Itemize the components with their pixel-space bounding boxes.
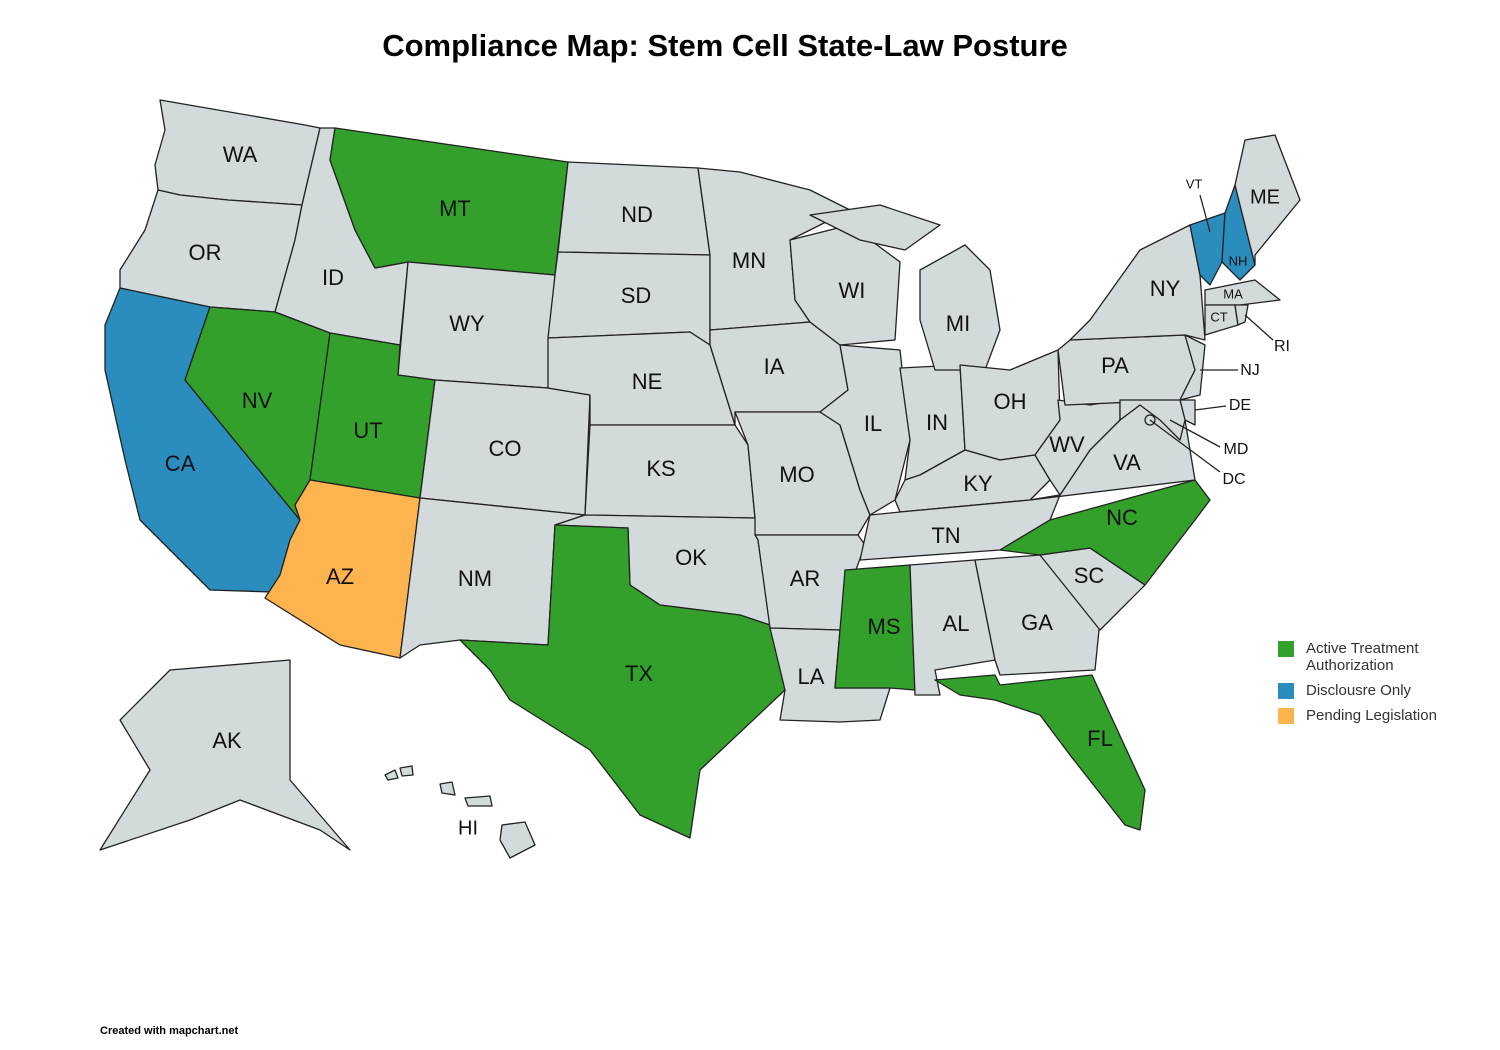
state-label: MT	[439, 196, 471, 221]
state-label: CA	[165, 451, 196, 476]
state-label: CO	[489, 436, 522, 461]
state	[1221, 184, 1256, 281]
state-label: NH	[1229, 253, 1248, 268]
state-label: OR	[189, 240, 222, 265]
state-label: NY	[1150, 276, 1181, 301]
state-label: LA	[798, 664, 825, 689]
state	[99, 659, 351, 851]
state-label: RI	[1274, 338, 1290, 355]
state-label: DC	[1222, 471, 1245, 488]
leader-line	[1149, 419, 1221, 473]
legend-swatch	[1278, 683, 1294, 699]
state-label: ID	[322, 265, 344, 290]
state-label: MN	[732, 248, 766, 273]
state-label: AL	[943, 611, 970, 636]
state-label: NC	[1106, 505, 1138, 530]
state-label: HI	[458, 817, 478, 839]
state-label: IN	[926, 410, 948, 435]
state-label: IL	[864, 411, 882, 436]
state-label: UT	[353, 418, 382, 443]
state	[1234, 134, 1301, 266]
state-label: TN	[931, 523, 960, 548]
state-label: KY	[963, 471, 993, 496]
legend: Active Treatment Authorization Disclousre…	[1278, 640, 1478, 732]
state-label: VT	[1186, 176, 1203, 191]
state-label: ND	[621, 202, 653, 227]
leader-line	[1194, 405, 1227, 411]
state-label: NV	[242, 388, 273, 413]
legend-swatch	[1278, 641, 1294, 657]
state-label: WV	[1049, 432, 1085, 457]
legend-item: Pending Legislation	[1278, 707, 1478, 724]
state	[934, 674, 1146, 831]
legend-label: Disclousre Only	[1306, 682, 1412, 699]
state-label: TX	[625, 661, 653, 686]
state	[1234, 304, 1249, 326]
state-label: KS	[646, 456, 675, 481]
state	[419, 379, 591, 516]
legend-item: Disclousre Only	[1278, 682, 1478, 699]
state	[809, 204, 1001, 371]
state-label: WA	[223, 142, 258, 167]
leader-line	[1199, 194, 1211, 233]
state-label: WI	[839, 278, 866, 303]
state-label: PA	[1101, 353, 1129, 378]
state-label: FL	[1087, 726, 1113, 751]
state-label: NJ	[1240, 362, 1260, 379]
legend-item: Active Treatment Authorization	[1278, 640, 1478, 674]
state-label: AK	[212, 728, 242, 753]
state	[999, 479, 1211, 586]
state	[1189, 212, 1226, 286]
credit: Created with mapchart.net	[100, 1025, 239, 1037]
state-label: SC	[1074, 563, 1105, 588]
state-label: IA	[764, 354, 785, 379]
state-label: ME	[1250, 186, 1280, 208]
state-label: DE	[1229, 397, 1251, 414]
map-title: Compliance Map: Stem Cell State-Law Post…	[382, 28, 1068, 63]
state	[1119, 399, 1186, 441]
state-label: CT	[1210, 309, 1227, 324]
state-label: GA	[1021, 610, 1053, 635]
leader-line	[1169, 419, 1221, 448]
state-label: OK	[675, 545, 707, 570]
state-label: VA	[1113, 450, 1141, 475]
state-label: AZ	[326, 564, 354, 589]
state-label: SD	[621, 283, 652, 308]
legend-label: Active Treatment Authorization	[1306, 640, 1419, 674]
state	[1069, 224, 1206, 341]
state-label: MO	[779, 462, 814, 487]
legend-label: Pending Legislation	[1306, 707, 1437, 724]
state-label: NE	[632, 369, 663, 394]
state	[1204, 279, 1281, 306]
state	[1179, 334, 1206, 401]
state-label: MA	[1223, 286, 1243, 301]
state-label: OH	[994, 389, 1027, 414]
state-label: MS	[868, 614, 901, 639]
state-label: AR	[790, 566, 821, 591]
legend-swatch	[1278, 708, 1294, 724]
leader-line	[1244, 314, 1274, 341]
state	[384, 765, 536, 859]
state-label: MI	[946, 311, 970, 336]
state-label: WY	[449, 311, 485, 336]
state-label: MD	[1224, 441, 1249, 458]
state-label: NM	[458, 566, 492, 591]
